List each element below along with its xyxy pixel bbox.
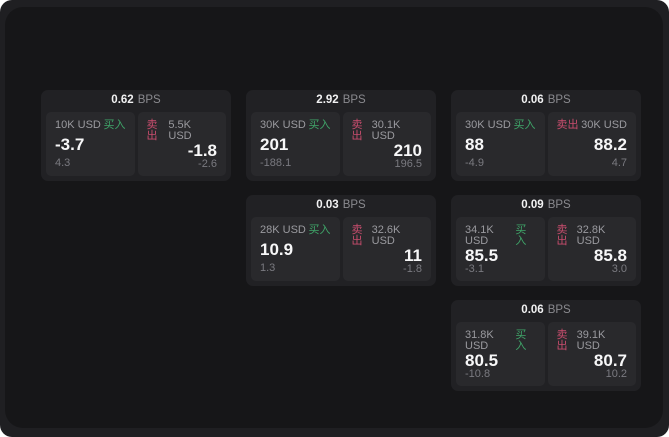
card-header: 0.03 BPS — [246, 195, 436, 217]
sell-value: 88.2 — [593, 135, 627, 154]
quote-card-4: 0.03 BPS 28K USD 买入 10.9 1.3 卖出 32.6K US… — [246, 195, 436, 286]
sell-sub-value: 3.0 — [611, 263, 627, 275]
buy-value: 85.5 — [465, 246, 499, 265]
sell-value: 85.8 — [593, 246, 627, 265]
buy-amount: 28K USD — [260, 224, 306, 236]
sell-sub-value: -2.6 — [198, 158, 217, 170]
bps-unit: BPS — [342, 199, 366, 212]
sell-side-label: 卖出 — [351, 119, 363, 142]
buy-value: 10.9 — [260, 240, 294, 259]
sell-panel[interactable]: 卖出 32.8K USD 85.8 3.0 — [547, 217, 636, 281]
bps-unit: BPS — [547, 304, 571, 317]
sell-amount: 32.8K USD — [576, 224, 606, 247]
content-area: 0.62 BPS 10K USD 买入 -3.7 4.3 卖出 5.5K USD — [5, 7, 663, 428]
sell-value: 11 — [404, 246, 422, 265]
buy-side-label: 买入 — [515, 224, 527, 247]
sell-value: 210 — [393, 141, 422, 160]
buy-side-label: 买入 — [308, 224, 331, 236]
buy-panel[interactable]: 28K USD 买入 10.9 1.3 — [251, 217, 340, 281]
sell-side-label: 卖出 — [146, 119, 158, 142]
bps-value: 0.06 — [521, 94, 544, 107]
bps-unit: BPS — [137, 94, 161, 107]
quote-card-2: 2.92 BPS 30K USD 买入 201 -188.1 卖出 30.1K … — [246, 90, 436, 181]
buy-sub-value: 4.3 — [55, 157, 71, 169]
buy-sub-value: -3.1 — [465, 263, 484, 275]
buy-side-label: 买入 — [103, 119, 126, 131]
sell-side-label: 卖出 — [556, 119, 579, 131]
sell-value: 80.7 — [593, 351, 627, 370]
buy-sub-value: -10.8 — [465, 368, 491, 380]
buy-value: 88 — [465, 135, 484, 154]
bps-value: 0.03 — [316, 199, 339, 212]
buy-value: 201 — [260, 135, 289, 154]
sell-panel[interactable]: 卖出 30.1K USD 210 196.5 — [342, 112, 431, 176]
bps-value: 0.06 — [521, 304, 544, 317]
buy-amount: 30K USD — [260, 119, 306, 131]
sell-amount: 30.1K USD — [371, 119, 401, 142]
bps-unit: BPS — [342, 94, 366, 107]
sell-sub-value: 196.5 — [394, 158, 422, 170]
bps-value: 0.09 — [521, 199, 544, 212]
sell-sub-value: -1.8 — [403, 263, 422, 275]
buy-value: 80.5 — [465, 351, 499, 370]
card-header: 2.92 BPS — [246, 90, 436, 112]
sell-panel[interactable]: 卖出 5.5K USD -1.8 -2.6 — [137, 112, 226, 176]
card-header: 0.09 BPS — [451, 195, 641, 217]
sell-panel[interactable]: 卖出 32.6K USD 11 -1.8 — [342, 217, 431, 281]
buy-sub-value: 1.3 — [260, 262, 276, 274]
card-header: 0.06 BPS — [451, 300, 641, 322]
buy-sub-value: -188.1 — [260, 157, 292, 169]
sell-amount: 32.6K USD — [371, 224, 401, 247]
sell-value: -1.8 — [187, 141, 217, 160]
buy-side-label: 买入 — [513, 119, 536, 131]
sell-panel[interactable]: 卖出 30K USD 88.2 4.7 — [547, 112, 636, 176]
quote-card-5: 0.09 BPS 34.1K USD 买入 85.5 -3.1 卖出 32.8K… — [451, 195, 641, 286]
quote-card-3: 0.06 BPS 30K USD 买入 88 -4.9 卖出 30K USD — [451, 90, 641, 181]
buy-amount: 10K USD — [55, 119, 101, 131]
bps-value: 0.62 — [111, 94, 134, 107]
sell-sub-value: 4.7 — [611, 157, 627, 169]
sell-amount: 5.5K USD — [168, 119, 192, 142]
bps-unit: BPS — [547, 94, 571, 107]
buy-panel[interactable]: 34.1K USD 买入 85.5 -3.1 — [456, 217, 545, 281]
sell-side-label: 卖出 — [556, 329, 568, 352]
buy-value: -3.7 — [55, 135, 85, 154]
sell-panel[interactable]: 卖出 39.1K USD 80.7 10.2 — [547, 322, 636, 386]
sell-amount: 39.1K USD — [576, 329, 606, 352]
sell-sub-value: 10.2 — [605, 368, 627, 380]
sell-side-label: 卖出 — [351, 224, 363, 247]
buy-panel[interactable]: 31.8K USD 买入 80.5 -10.8 — [456, 322, 545, 386]
buy-amount: 31.8K USD — [465, 329, 494, 352]
quote-card-6: 0.06 BPS 31.8K USD 买入 80.5 -10.8 卖出 39.1… — [451, 300, 641, 391]
buy-side-label: 买入 — [308, 119, 331, 131]
buy-amount: 34.1K USD — [465, 224, 494, 247]
bps-value: 2.92 — [316, 94, 339, 107]
sell-amount: 30K USD — [581, 119, 627, 131]
buy-amount: 30K USD — [465, 119, 511, 131]
card-header: 0.62 BPS — [41, 90, 231, 112]
buy-sub-value: -4.9 — [465, 157, 484, 169]
sell-side-label: 卖出 — [556, 224, 568, 247]
buy-side-label: 买入 — [515, 329, 527, 352]
quote-card-1: 0.62 BPS 10K USD 买入 -3.7 4.3 卖出 5.5K USD — [41, 90, 231, 181]
card-header: 0.06 BPS — [451, 90, 641, 112]
buy-panel[interactable]: 30K USD 买入 88 -4.9 — [456, 112, 545, 176]
buy-panel[interactable]: 10K USD 买入 -3.7 4.3 — [46, 112, 135, 176]
buy-panel[interactable]: 30K USD 买入 201 -188.1 — [251, 112, 340, 176]
bps-unit: BPS — [547, 199, 571, 212]
